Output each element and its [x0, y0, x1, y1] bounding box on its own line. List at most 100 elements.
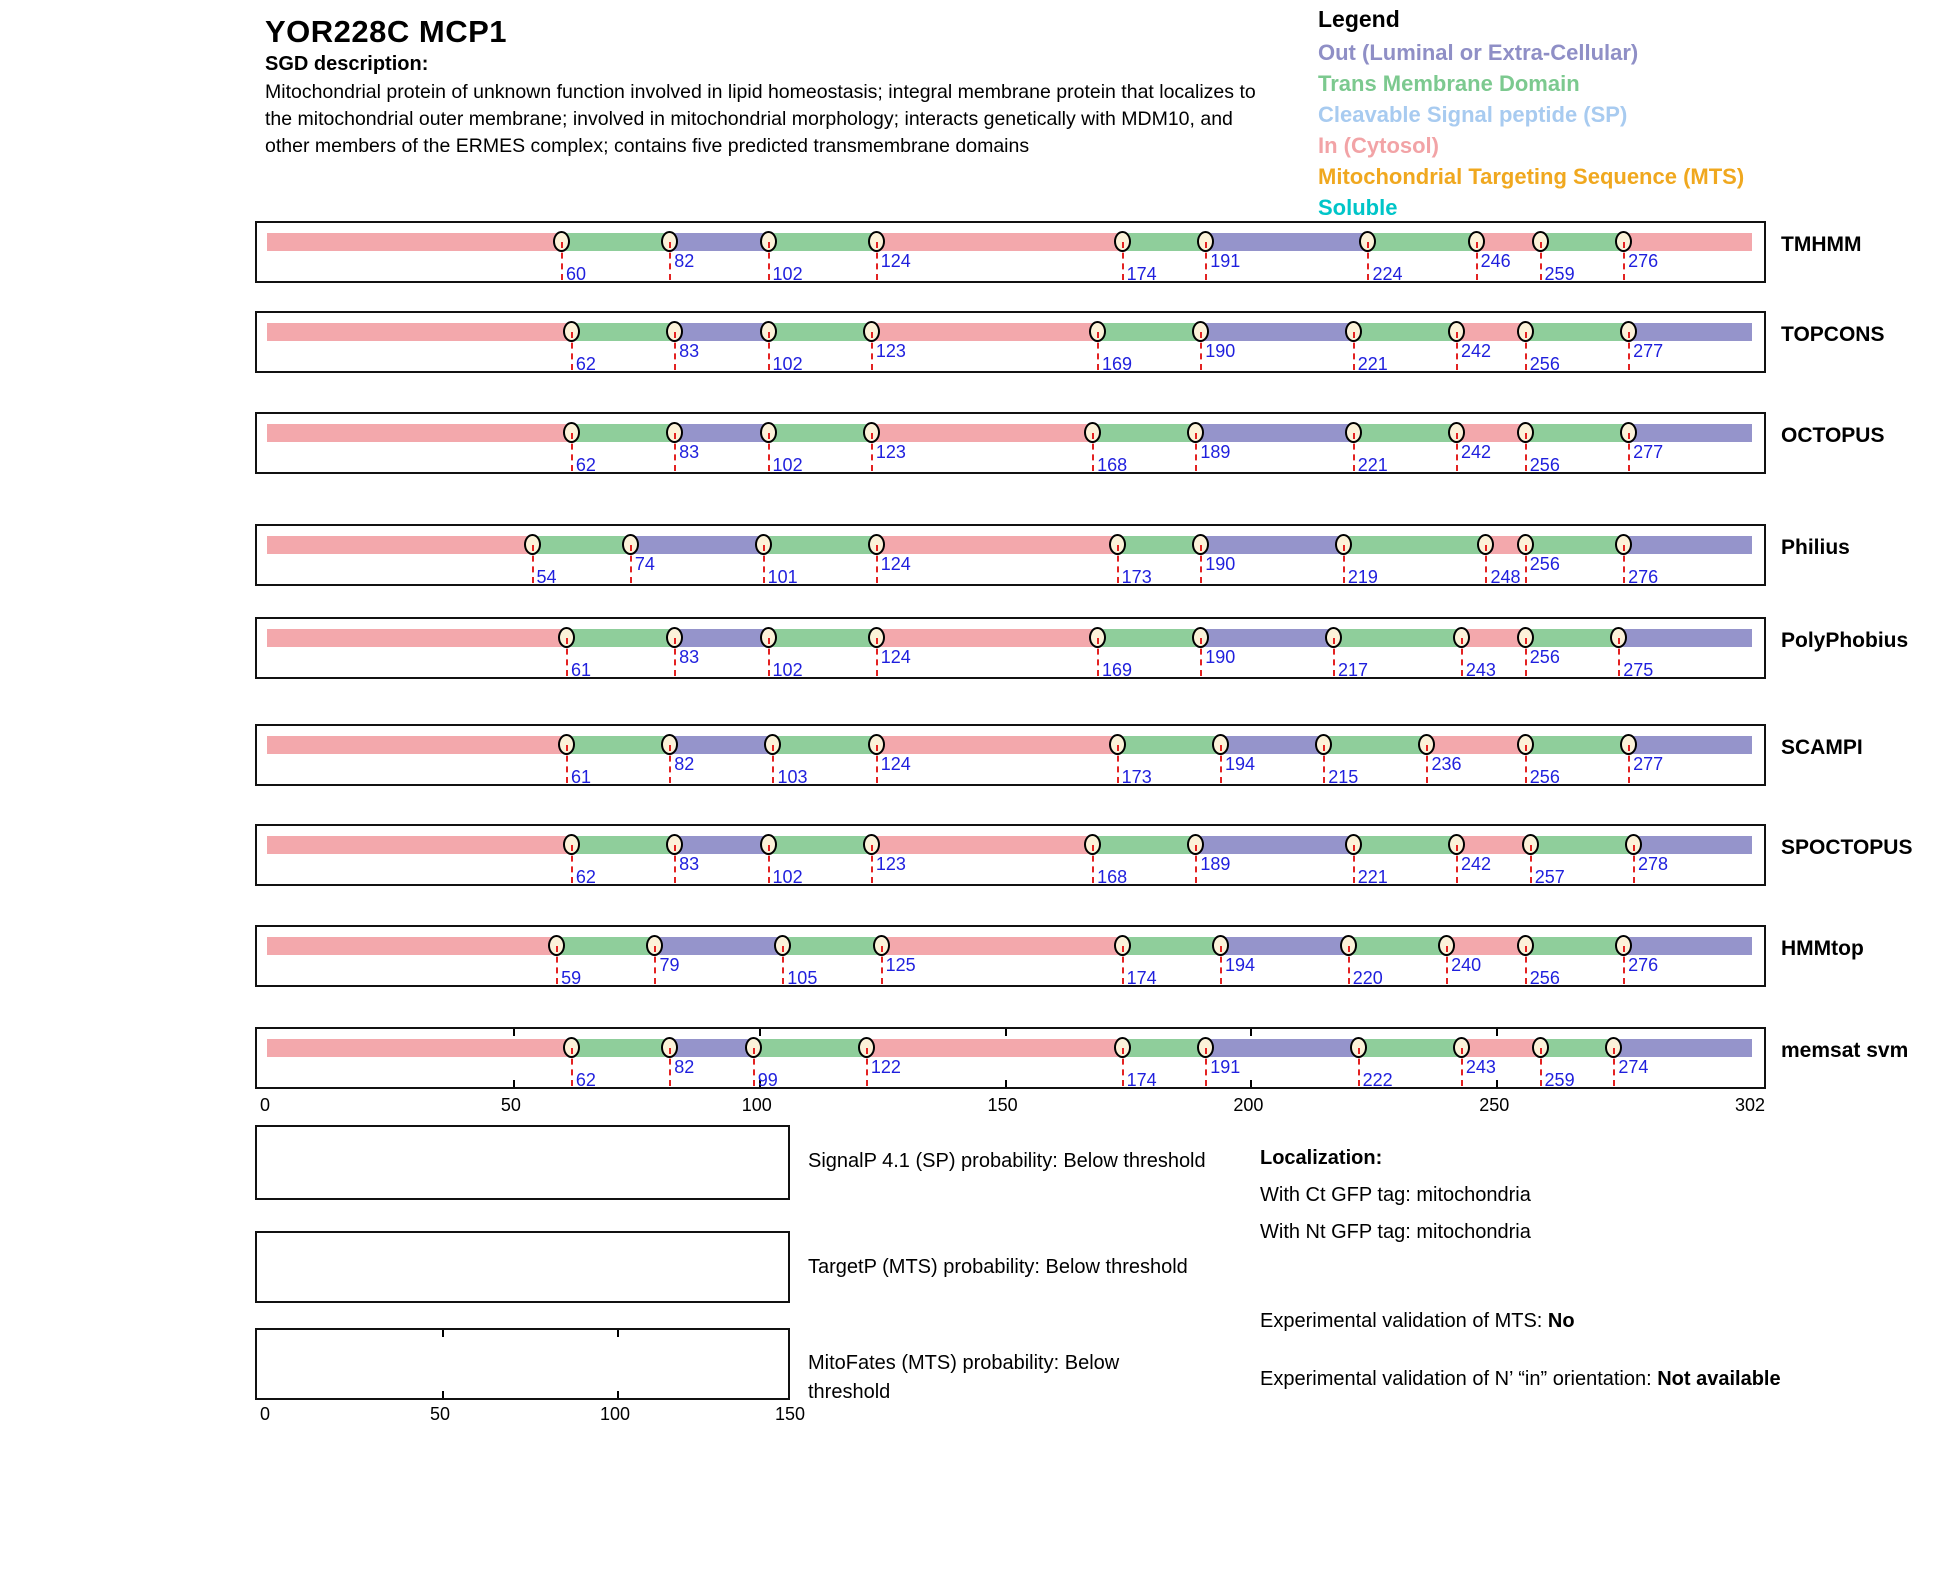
region-tm [768, 424, 872, 442]
region-tm [1353, 323, 1457, 341]
method-name-hmmtop: HMMtop [1781, 937, 1864, 960]
region-in [1461, 1039, 1541, 1057]
method-row-memsat-svm: 62 82 99 122 174 191 222 243 259 274 [255, 1027, 1766, 1090]
boundary-position-label: 99 [757, 1070, 778, 1090]
boundary-position-label: 222 [1362, 1070, 1393, 1090]
mitofates-label: MitoFates (MTS) probability: Below thres… [808, 1352, 1120, 1403]
boundary-dash-line [570, 845, 573, 883]
boundary-dash-line [1628, 332, 1631, 370]
region-tm [1525, 536, 1625, 554]
region-in [267, 424, 572, 442]
boundary-position-label: 83 [679, 442, 700, 462]
boundary-position-label: 62 [575, 1070, 596, 1090]
boundary-position-label: 256 [1529, 767, 1560, 787]
boundary-position-label: 83 [679, 854, 700, 874]
boundary-position-label: 215 [1328, 767, 1359, 787]
boundary-dash-line [767, 433, 770, 471]
boundary-dash-line [674, 845, 677, 883]
region-in [267, 233, 563, 251]
region-in [1447, 937, 1526, 955]
boundary-dash-line [1116, 545, 1119, 583]
legend-title: Legend [1318, 6, 1400, 32]
region-tm [1093, 836, 1197, 854]
method-name-spoctopus: SPOCTOPUS [1781, 836, 1913, 859]
region-tm [768, 629, 877, 647]
boundary-position-label: 101 [767, 567, 798, 587]
boundary-dash-line [767, 845, 770, 883]
boundary-position-label: 189 [1200, 854, 1231, 874]
scale-tick [442, 1391, 444, 1398]
boundary-position-label: 61 [570, 660, 591, 680]
region-in [267, 1039, 572, 1057]
boundary-position-label: 174 [1126, 1070, 1157, 1090]
orientation-validation-label: Experimental validation of N’ “in” orien… [1260, 1368, 1658, 1390]
boundary-dash-line [1460, 638, 1463, 676]
boundary-position-label: 168 [1097, 455, 1128, 475]
boundary-dash-line [875, 745, 878, 783]
boundary-position-label: 174 [1126, 968, 1157, 988]
boundary-dash-line [531, 545, 534, 583]
region-tm [571, 424, 676, 442]
region-tm [1122, 233, 1207, 251]
method-name-memsat-svm: memsat svm [1781, 1039, 1909, 1062]
boundary-dash-line [1628, 433, 1631, 471]
region-out [1633, 836, 1752, 854]
region-in [1624, 233, 1752, 251]
boundary-position-label: 168 [1097, 867, 1128, 887]
scale-tick [512, 1029, 515, 1036]
legend-item-1: Out (Luminal or Extra-Cellular) [1318, 40, 1639, 65]
region-tm [532, 536, 631, 554]
region-in [267, 736, 567, 754]
boundary-position-label: 102 [772, 264, 803, 284]
boundary-dash-line [875, 242, 878, 280]
method-name-octopus: OCTOPUS [1781, 424, 1885, 447]
scale-tick [1250, 1080, 1253, 1087]
method-name-philius: Philius [1781, 536, 1850, 559]
boundary-dash-line [1613, 1048, 1616, 1086]
boundary-position-label: 62 [575, 867, 596, 887]
region-tm [1093, 424, 1197, 442]
boundary-position-label: 124 [880, 251, 911, 271]
scale-tick [512, 1080, 515, 1087]
boundary-dash-line [1121, 1048, 1124, 1086]
boundary-position-label: 102 [772, 660, 803, 680]
scale-tick [1496, 1029, 1499, 1036]
region-in [866, 1039, 1123, 1057]
region-tm [1343, 536, 1487, 554]
boundary-position-label: 221 [1357, 867, 1388, 887]
boundary-dash-line [629, 545, 632, 583]
boundary-dash-line [1205, 1048, 1208, 1086]
region-in [1456, 323, 1526, 341]
method-row-topcons: 62 83 102 123 169 190 221 242 256 277 [255, 311, 1766, 374]
region-out [1614, 1039, 1752, 1057]
boundary-position-label: 191 [1210, 1057, 1241, 1077]
region-tm [753, 1039, 867, 1057]
boundary-dash-line [1455, 332, 1458, 370]
region-out [630, 536, 764, 554]
boundary-dash-line [1460, 1048, 1463, 1086]
region-in [871, 424, 1094, 442]
legend: Out (Luminal or Extra-Cellular) Trans Mem… [1318, 37, 1744, 223]
boundary-position-label: 256 [1529, 455, 1560, 475]
boundary-position-label: 62 [575, 354, 596, 374]
region-tm [1117, 536, 1202, 554]
boundary-position-label: 277 [1633, 442, 1664, 462]
region-in [876, 536, 1118, 554]
method-row-philius: 54 74 101 124 173 190 219 248 256 276 [255, 524, 1766, 587]
residue-axis-tick-label: 150 [987, 1095, 1018, 1115]
boundary-dash-line [1524, 545, 1527, 583]
region-out [1220, 736, 1325, 754]
region-in [1486, 536, 1526, 554]
signalp-plot-panel [255, 1125, 790, 1200]
boundary-position-label: 62 [575, 455, 596, 475]
legend-item-6: Soluble [1318, 195, 1398, 220]
region-out [1220, 937, 1349, 955]
boundary-position-label: 221 [1357, 455, 1388, 475]
orientation-validation-value: Not available [1657, 1368, 1781, 1390]
region-out [1201, 323, 1354, 341]
boundary-position-label: 256 [1529, 354, 1560, 374]
boundary-position-label: 173 [1121, 767, 1152, 787]
region-out [1619, 629, 1752, 647]
region-out [670, 233, 769, 251]
